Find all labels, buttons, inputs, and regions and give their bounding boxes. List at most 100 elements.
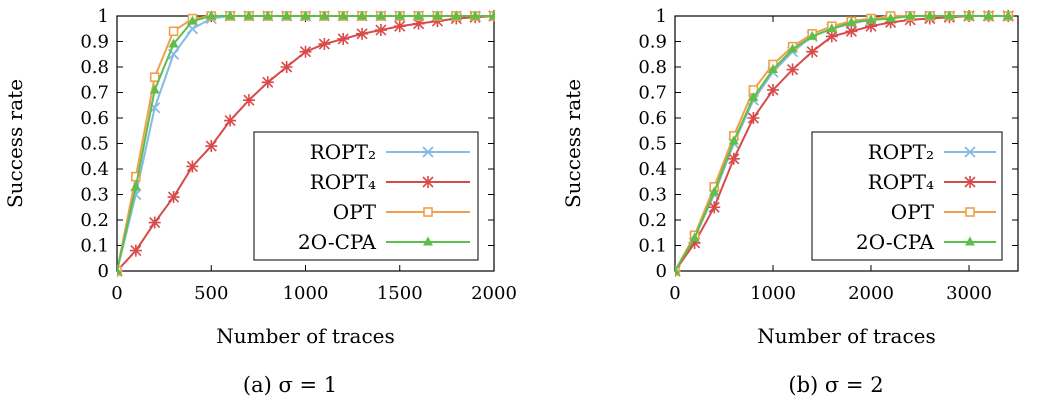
y-tick-label: 1 (656, 6, 667, 27)
legend-marker (964, 176, 976, 188)
data-point (394, 10, 405, 20)
legend-marker (423, 207, 433, 217)
legend: ROPT₂ ROPT₄ OPT 2O-CPA (253, 131, 479, 261)
data-point (924, 10, 935, 20)
y-axis-label: Success rate (561, 79, 585, 208)
legend-label: OPT (333, 200, 377, 224)
legend-marker (423, 236, 433, 246)
data-point (675, 265, 680, 275)
data-point (451, 10, 462, 20)
y-tick-label: 0.9 (638, 32, 667, 53)
data-point (356, 27, 369, 40)
x-tick-label: 1500 (377, 283, 423, 304)
data-point (374, 24, 387, 37)
data-point (375, 10, 386, 20)
data-point (846, 16, 857, 26)
data-point (280, 61, 293, 73)
legend-box (253, 131, 479, 261)
legend-label: ROPT₄ (868, 170, 934, 194)
data-point (318, 38, 331, 51)
x-tick-label: 2000 (848, 283, 894, 304)
series-line-3 (675, 15, 1009, 272)
data-point (983, 10, 994, 20)
data-point (727, 152, 740, 165)
data-point (130, 181, 141, 191)
legend-marker (964, 146, 976, 158)
data-point (262, 10, 273, 20)
data-point (688, 236, 701, 249)
legend-label: ROPT₂ (310, 140, 376, 164)
y-axis-label: Success rate (3, 79, 27, 208)
y-tick-label: 0.7 (80, 83, 109, 104)
data-point (224, 114, 237, 127)
series-group (117, 10, 495, 277)
data-point (187, 15, 198, 25)
y-tick-label: 0.9 (80, 32, 109, 53)
data-point (412, 17, 425, 30)
data-point (767, 83, 779, 96)
data-point (431, 15, 444, 28)
x-axis-label: Number of traces (216, 324, 395, 348)
legend-label: ROPT₂ (868, 140, 934, 164)
y-tick-label: 0.2 (80, 210, 109, 231)
data-point (470, 10, 481, 20)
data-point (964, 10, 974, 20)
data-point (728, 135, 739, 145)
legend-label: ROPT₄ (310, 170, 376, 194)
y-tick-label: 0 (656, 261, 667, 282)
x-tick-label: 1000 (283, 283, 329, 304)
data-point (807, 30, 818, 40)
data-point (205, 140, 218, 153)
y-tick-label: 0.3 (80, 185, 109, 206)
data-point (747, 112, 760, 124)
x-tick-label: 3000 (946, 283, 992, 304)
chart-caption: (a) σ = 1 (243, 373, 337, 397)
data-point (865, 20, 877, 33)
legend-marker (422, 176, 434, 188)
legend-label: OPT (891, 200, 935, 224)
data-point (281, 10, 292, 20)
data-point (866, 14, 876, 24)
legend-label: 2O-CPA (298, 230, 377, 254)
y-tick-label: 0.6 (80, 108, 109, 129)
x-tick-label: 1000 (750, 283, 796, 304)
data-point (206, 10, 217, 20)
data-point (709, 186, 720, 196)
data-point (337, 32, 350, 45)
chart-panel-a: 0 0.1 0.2 0.3 0.4 0.5 0.6 0.7 0.8 0.9 1 0 500 1000 150… (3, 6, 517, 397)
legend-label: 2O-CPA (856, 230, 935, 254)
y-tick-label: 0.2 (638, 210, 667, 231)
y-tick-label: 0.6 (638, 108, 667, 129)
y-tick-label: 0.1 (80, 236, 109, 257)
y-tick-label: 0.1 (638, 236, 667, 257)
y-tick-label: 0.8 (638, 57, 667, 78)
data-point (689, 232, 700, 242)
legend-marker (422, 146, 434, 158)
data-point (149, 72, 160, 82)
data-point (944, 10, 955, 20)
data-point (168, 26, 179, 37)
y-tick-label: 0.4 (80, 159, 109, 180)
x-tick-label: 0 (111, 283, 122, 304)
data-point (787, 43, 798, 53)
data-point (243, 10, 254, 20)
data-point (489, 10, 495, 20)
data-point (826, 23, 837, 33)
legend-marker (965, 207, 975, 217)
data-point (357, 10, 368, 20)
data-point (432, 10, 443, 20)
y-tick-label: 0.8 (80, 57, 109, 78)
data-point (186, 160, 199, 173)
data-point (148, 216, 161, 229)
legend: ROPT₂ ROPT₄ OPT 2O-CPA (811, 131, 1003, 261)
x-tick-label: 500 (194, 283, 228, 304)
data-point (393, 20, 406, 33)
data-point (167, 191, 180, 204)
data-point (117, 265, 122, 275)
data-point (885, 13, 896, 23)
data-point (1003, 10, 1014, 20)
y-tick-label: 0.3 (638, 185, 667, 206)
data-point (338, 10, 349, 20)
data-point (299, 45, 312, 58)
chart-caption: (b) σ = 2 (788, 373, 883, 397)
